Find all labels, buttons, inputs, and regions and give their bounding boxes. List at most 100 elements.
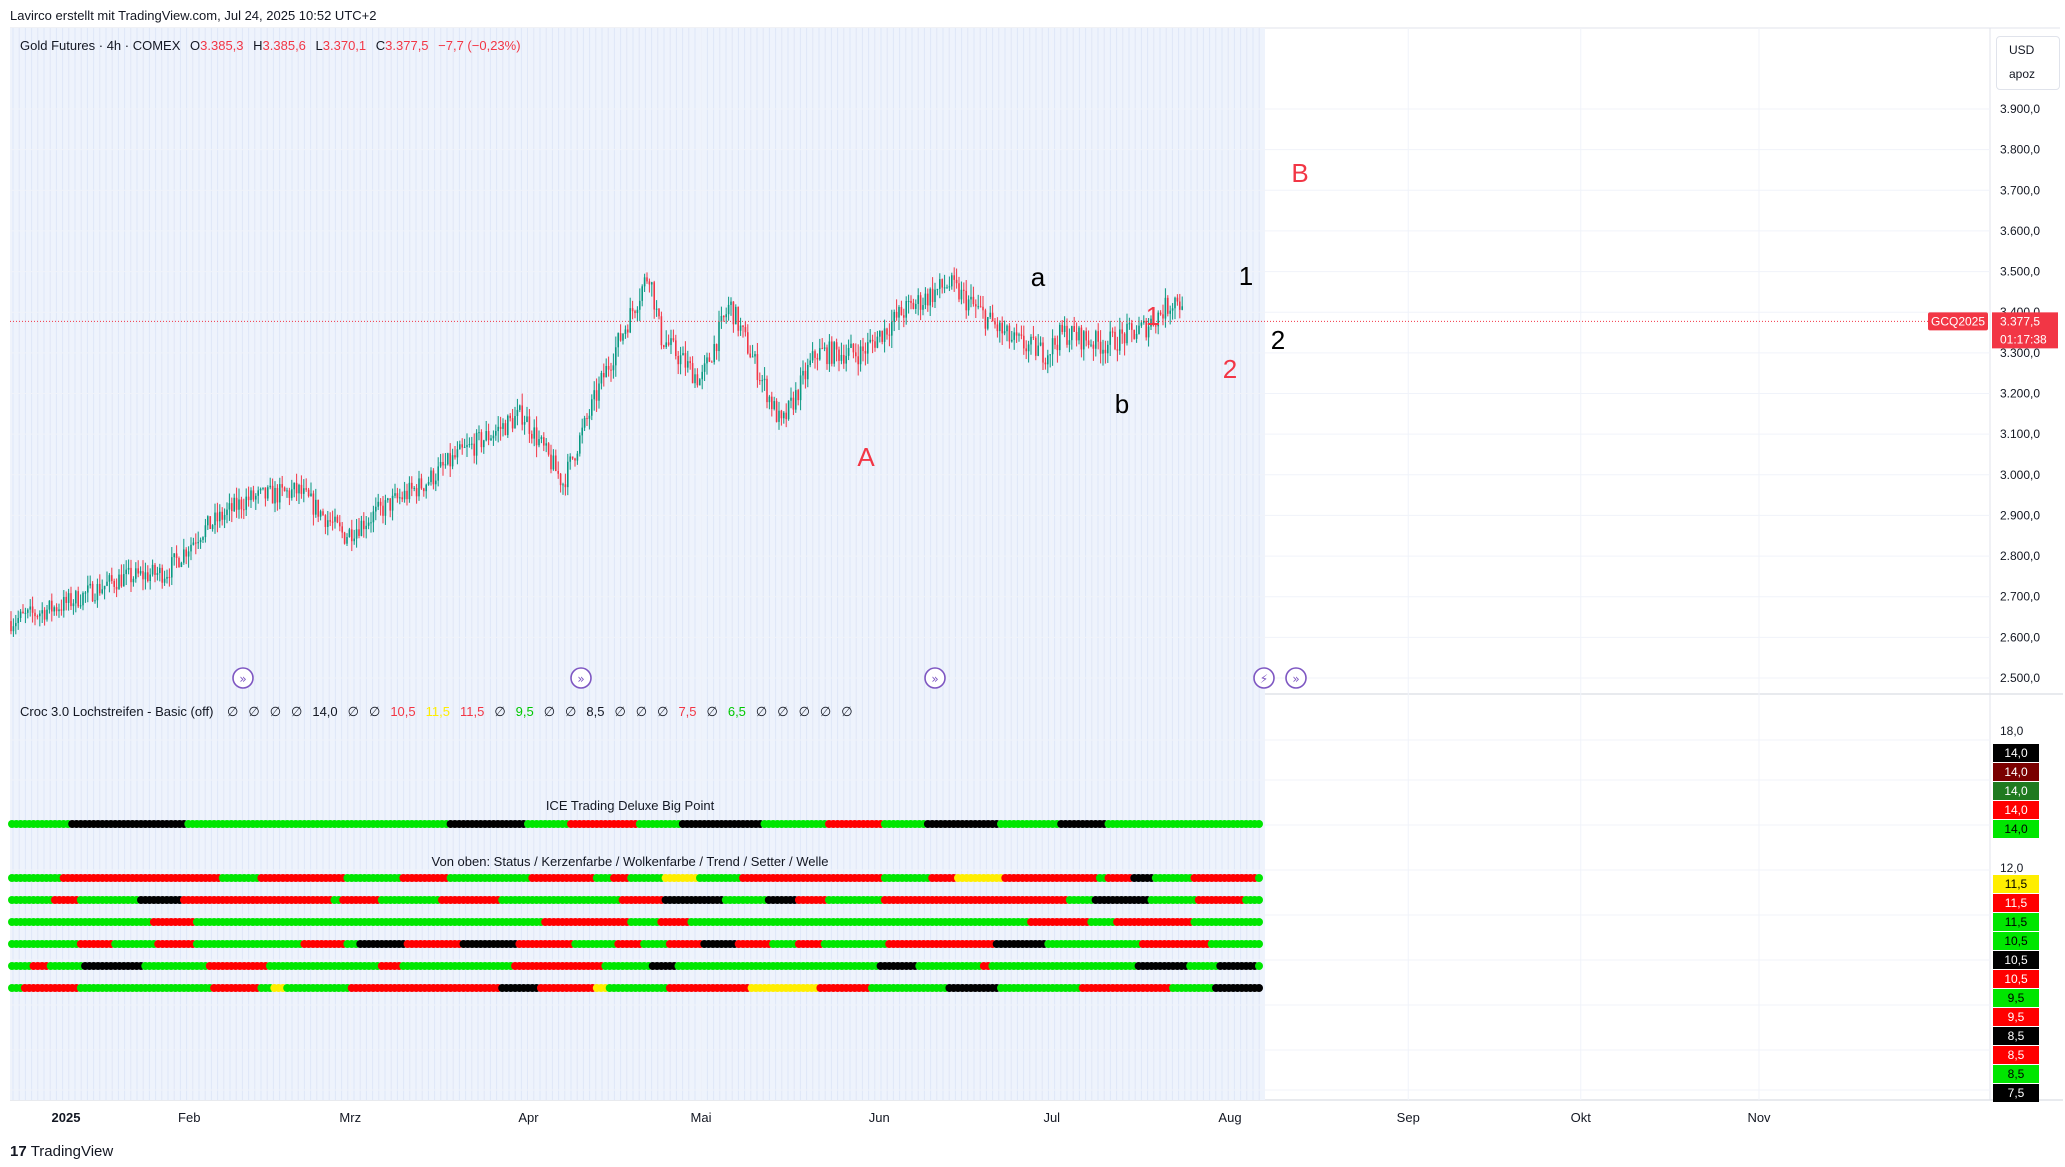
candle-body	[859, 346, 862, 365]
candle-body	[24, 612, 27, 614]
indicator-value-tag-text: 10,5	[2004, 953, 2028, 967]
candle-body	[327, 520, 329, 527]
candle-body	[1102, 349, 1104, 354]
candle-body	[389, 498, 391, 511]
candle-body	[963, 289, 965, 291]
candle-body	[142, 571, 144, 580]
candle-body	[905, 301, 907, 318]
candle-body	[958, 283, 960, 300]
candle-body	[451, 455, 454, 467]
candle-body	[163, 578, 166, 583]
candle-body	[1181, 306, 1183, 310]
candle-body	[622, 333, 624, 341]
candle-body	[1035, 337, 1037, 356]
candle-body	[22, 611, 24, 614]
candle-body	[1104, 349, 1107, 354]
candle-body	[569, 456, 571, 462]
indicator-axis-top: 18,0	[2000, 724, 2024, 738]
candle-body	[603, 373, 605, 378]
candle-body	[341, 526, 343, 533]
candle-body	[31, 606, 34, 613]
candle-body	[108, 575, 111, 582]
candle-body	[1095, 331, 1097, 349]
candle-body	[211, 525, 214, 529]
scale-mode-label[interactable]: apoz	[2009, 67, 2036, 81]
candle-body	[36, 616, 39, 618]
indicator-legend-value: ∅	[269, 704, 282, 719]
candle-body	[403, 490, 406, 500]
candle-body	[581, 427, 583, 436]
candle-body	[538, 439, 540, 446]
candle-body	[706, 357, 708, 364]
candle-body	[874, 341, 876, 348]
candle-body	[588, 415, 591, 419]
candle-body	[543, 437, 545, 446]
indicator-value-tag	[1993, 1046, 2039, 1064]
candle-body	[10, 621, 12, 632]
candle-body	[173, 553, 175, 558]
candle-body	[159, 567, 161, 574]
candle-body	[178, 558, 180, 568]
candle-body	[634, 311, 636, 314]
candle-body	[1085, 331, 1087, 341]
candle-body	[286, 490, 288, 492]
price-axis-label: 3.700,0	[2000, 183, 2040, 197]
candle-body	[60, 609, 63, 611]
candle-body	[910, 301, 912, 303]
low-key: L	[315, 38, 323, 53]
price-axis-label: 3.100,0	[2000, 427, 2040, 441]
candle-body	[89, 583, 91, 586]
candle-body	[144, 572, 147, 580]
candle-body	[799, 375, 802, 401]
candle-body	[579, 435, 581, 454]
candle-color-dot	[1255, 896, 1263, 904]
indicator-legend-value: ∅	[248, 704, 260, 719]
candle-body	[437, 466, 439, 481]
candle-body	[1138, 325, 1140, 334]
candle-body	[396, 493, 399, 499]
candle-body	[991, 312, 994, 322]
candle-body	[463, 446, 466, 448]
candle-body	[718, 321, 720, 352]
indicator-value-tag-text: 9,5	[2008, 991, 2025, 1005]
candle-body	[1083, 331, 1085, 350]
candle-body	[317, 499, 319, 517]
candle-body	[749, 353, 751, 358]
candle-body	[379, 501, 382, 506]
scale-settings-box[interactable]: USD apoz	[1996, 36, 2060, 90]
candle-body	[967, 299, 970, 311]
candle-body	[497, 426, 499, 432]
candle-body	[941, 279, 943, 288]
trend-dot	[1255, 940, 1263, 948]
candle-body	[298, 484, 300, 494]
indicator-value-tag	[1993, 894, 2039, 912]
candle-body	[833, 342, 835, 364]
candle-body	[931, 288, 934, 303]
candle-body	[202, 537, 204, 540]
candle-body	[255, 495, 257, 500]
candle-body	[221, 511, 223, 520]
time-axis-label: Mrz	[339, 1110, 361, 1125]
indicator-legend-value: ∅	[706, 704, 718, 719]
candle-body	[855, 352, 857, 357]
candle-body	[307, 489, 310, 497]
candle-body	[365, 525, 367, 530]
candle-body	[1169, 310, 1171, 314]
candle-body	[939, 279, 941, 289]
time-axis-label: Nov	[1747, 1110, 1771, 1125]
wave-label: 2	[1271, 325, 1285, 355]
candle-body	[480, 432, 483, 448]
indicator-value-tag	[1993, 989, 2039, 1007]
candle-body	[600, 373, 603, 384]
candle-body	[324, 515, 327, 527]
tradingview-brand[interactable]: 17 TradingView	[10, 1143, 113, 1160]
candle-body	[547, 443, 550, 455]
candle-body	[835, 342, 838, 350]
candle-body	[1025, 348, 1027, 352]
candle-body	[943, 287, 946, 289]
currency-label[interactable]: USD	[2009, 43, 2035, 57]
indicator-value-tag	[1993, 913, 2039, 931]
candle-body	[780, 410, 783, 419]
candle-body	[766, 378, 768, 403]
